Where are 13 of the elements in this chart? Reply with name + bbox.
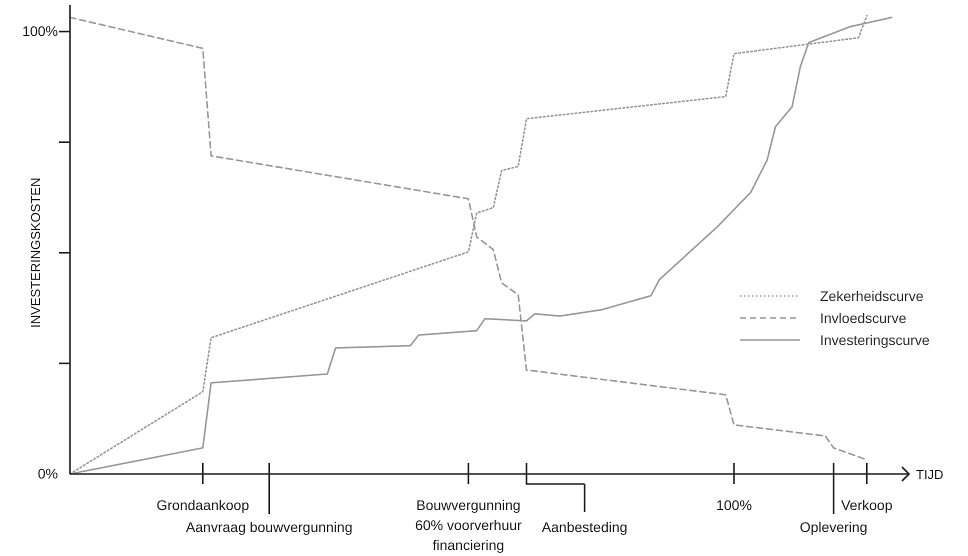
- x-axis-title: TIJD: [916, 467, 944, 482]
- y-axis-title: INVESTERINGSKOSTEN: [28, 178, 43, 328]
- legend-label: Zekerheidscurve: [820, 288, 924, 304]
- x-tick-label: Oplevering: [800, 519, 868, 535]
- y-tick-label: 0%: [38, 465, 58, 482]
- x-tick-label: Verkoop: [841, 497, 893, 513]
- x-tick-label: Bouwvergunning 60% voorverhuur financiering: [415, 497, 522, 553]
- x-tick-label: Grondaankoop: [156, 497, 250, 513]
- legend-label: Invloedscurve: [820, 310, 907, 326]
- x-tick-label: 100%: [716, 497, 752, 513]
- x-tick-label: Aanbesteding: [542, 519, 628, 535]
- x-tick-label: Aanvraag bouwvergunning: [186, 519, 352, 535]
- legend-label: Investeringscurve: [820, 332, 930, 348]
